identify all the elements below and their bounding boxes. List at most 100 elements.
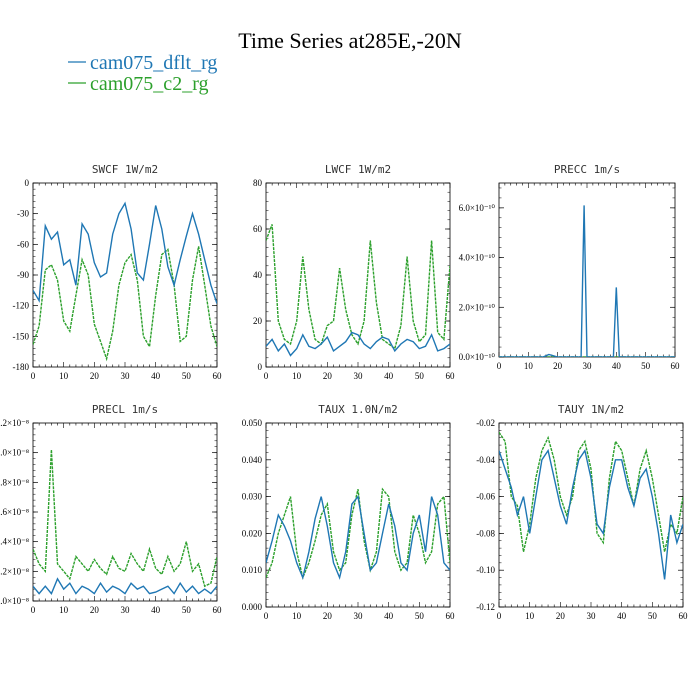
x-tick-label: 30	[354, 371, 364, 381]
plot-frame-precl	[32, 422, 218, 602]
series-line-c2	[33, 449, 217, 588]
series-line-dflt	[266, 331, 450, 357]
x-tick-label: 50	[182, 605, 192, 615]
series-line-c2	[33, 246, 217, 362]
x-tick-label: 20	[90, 605, 100, 615]
x-tick-label: 50	[648, 611, 658, 621]
x-tick-label: 40	[384, 611, 394, 621]
series-line-c2	[499, 431, 683, 552]
series-line-c2	[266, 224, 450, 350]
y-tick-label: 1.2×10⁻⁸	[0, 418, 29, 428]
series-line-dflt	[266, 494, 450, 580]
series-line-dflt	[33, 201, 217, 304]
panel-precl: PRECL 1m/s 0 10 20 30 40 50 60 0.0×10⁻⁸ 0.2×10⁻⁸ 0…	[0, 403, 222, 615]
x-tick-label: 0	[264, 371, 269, 381]
x-tick-label: 30	[121, 371, 131, 381]
y-tick-label: -150	[13, 331, 30, 341]
panel-taux: TAUX 1.0N/m2 0 10 20 30 40 50 60 0.000 0.010 0.020…	[242, 403, 455, 621]
panel-swcf: SWCF 1W/m2 0 10 20 30 40 50 60 0 -30 -60 -90 -120 -15…	[13, 163, 223, 381]
y-tick-label: 0.4×10⁻⁸	[0, 537, 29, 547]
x-tick-label: 30	[583, 361, 593, 371]
y-tick-label: -180	[13, 362, 30, 372]
x-tick-label: 30	[354, 611, 364, 621]
x-tick-label: 60	[446, 371, 456, 381]
y-tick-label: 0.020	[242, 528, 263, 538]
panel-title-swcf: SWCF 1W/m2	[92, 163, 158, 176]
y-tick-label: 60	[253, 224, 263, 234]
y-tick-label: 0.2×10⁻⁸	[0, 566, 29, 576]
plot-frame-swcf	[32, 182, 218, 368]
panel-title-lwcf: LWCF 1W/m2	[325, 163, 391, 176]
y-tick-label: 0.8×10⁻⁸	[0, 477, 29, 487]
y-tick-label: 1.0×10⁻⁸	[0, 448, 29, 458]
x-tick-label: 40	[617, 611, 627, 621]
y-tick-label: -0.08	[476, 528, 495, 538]
y-tick-label: 0.0×10⁻¹⁰	[459, 352, 496, 362]
x-tick-label: 50	[415, 611, 425, 621]
panel-title-precc: PRECC 1m/s	[554, 163, 620, 176]
series-line-dflt	[499, 205, 675, 357]
legend-label-dflt: cam075_dflt_rg	[90, 52, 217, 74]
panel-title-precl: PRECL 1m/s	[92, 403, 158, 416]
x-tick-label: 60	[446, 611, 456, 621]
panel-tauy: TAUY 1N/m2 0 10 20 30 40 50 60 -0.02 -0.04 -0.06 -0…	[476, 403, 688, 621]
x-tick-label: 10	[59, 371, 69, 381]
x-tick-label: 50	[641, 361, 651, 371]
y-tick-label: -0.04	[476, 455, 495, 465]
x-tick-label: 50	[182, 371, 192, 381]
x-tick-label: 20	[323, 611, 333, 621]
x-tick-label: 60	[671, 361, 681, 371]
y-tick-label: -0.02	[476, 418, 495, 428]
y-tick-label: 40	[253, 270, 263, 280]
figure-title: Time Series at285E,-20N	[238, 28, 462, 53]
x-tick-label: 20	[90, 371, 100, 381]
x-tick-label: 10	[524, 361, 534, 371]
y-tick-label: -120	[13, 301, 30, 311]
y-tick-label: -0.10	[476, 565, 495, 575]
panel-precc: PRECC 1m/s 0 10 20 30 40 50 60 0.0×10⁻¹⁰ 2.0×10⁻¹…	[459, 163, 680, 371]
y-tick-label: -0.12	[476, 602, 495, 612]
x-tick-label: 60	[213, 371, 223, 381]
y-tick-label: 4.0×10⁻¹⁰	[459, 253, 496, 263]
x-tick-label: 0	[497, 611, 502, 621]
panel-title-taux: TAUX 1.0N/m2	[318, 403, 397, 416]
y-tick-label: 0.040	[242, 455, 263, 465]
x-tick-label: 40	[612, 361, 622, 371]
y-tick-label: 0.030	[242, 492, 263, 502]
y-tick-label: -90	[17, 270, 29, 280]
y-tick-label: 0.010	[242, 565, 263, 575]
x-tick-label: 40	[151, 371, 161, 381]
x-tick-label: 10	[59, 605, 69, 615]
y-tick-label: 2.0×10⁻¹⁰	[459, 302, 496, 312]
y-tick-label: 80	[253, 178, 263, 188]
y-tick-label: -30	[17, 209, 29, 219]
series-line-c2	[266, 487, 450, 580]
x-tick-label: 40	[384, 371, 394, 381]
y-tick-label: 0.6×10⁻⁸	[0, 507, 29, 517]
plot-frame-taux	[265, 422, 451, 608]
x-tick-label: 20	[556, 611, 566, 621]
y-tick-label: 0	[25, 178, 30, 188]
y-tick-label: 0	[258, 362, 263, 372]
x-tick-label: 10	[292, 371, 302, 381]
x-tick-label: 50	[415, 371, 425, 381]
x-tick-label: 40	[151, 605, 161, 615]
panel-lwcf: LWCF 1W/m2 0 10 20 30 40 50 60 0 20 40 60 80	[253, 163, 455, 381]
x-tick-label: 0	[264, 611, 269, 621]
y-tick-label: 0.000	[242, 602, 263, 612]
x-tick-label: 30	[587, 611, 597, 621]
x-tick-label: 60	[213, 605, 223, 615]
x-tick-label: 10	[525, 611, 535, 621]
x-tick-label: 10	[292, 611, 302, 621]
x-tick-label: 0	[497, 361, 502, 371]
plot-frame-lwcf	[265, 182, 451, 368]
x-tick-label: 60	[679, 611, 689, 621]
x-tick-label: 20	[553, 361, 563, 371]
y-tick-label: 0.0×10⁻⁸	[0, 596, 29, 606]
series-line-dflt	[33, 577, 217, 595]
panel-title-tauy: TAUY 1N/m2	[558, 403, 624, 416]
y-tick-label: 0.050	[242, 418, 263, 428]
y-tick-label: 6.0×10⁻¹⁰	[459, 203, 496, 213]
x-tick-label: 0	[31, 605, 36, 615]
